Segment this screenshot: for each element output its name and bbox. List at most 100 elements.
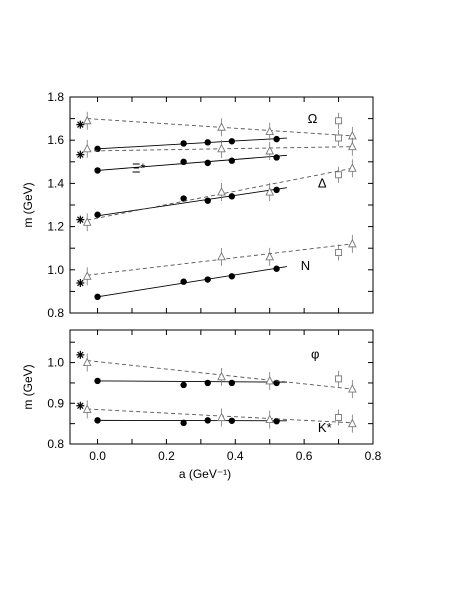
data-point-square <box>335 117 343 125</box>
data-point-filled <box>204 159 211 167</box>
data-point-square <box>335 375 343 383</box>
data-point-filled <box>204 276 211 283</box>
data-point-triangle <box>265 126 275 136</box>
fit-line <box>97 380 287 383</box>
plot-frame <box>69 329 374 445</box>
data-point-square <box>335 134 343 142</box>
x-tick-label: 0.0 <box>89 449 106 463</box>
asterisk-stroke <box>77 151 84 158</box>
data-point-triangle <box>348 384 357 393</box>
data-point-triangle <box>348 141 357 151</box>
series-label: φ <box>311 347 319 362</box>
y-tick-label: 1.6 <box>47 133 64 147</box>
data-point-triangle <box>265 251 275 261</box>
data-point-triangle <box>82 217 92 226</box>
data-point-filled <box>180 381 187 389</box>
y-axis-title: m (GeV) <box>21 364 35 409</box>
experimental-point <box>76 401 85 410</box>
series-label: Ξ* <box>132 161 146 176</box>
data-point-triangle <box>217 412 226 421</box>
experimental-point <box>76 278 85 287</box>
fit-line <box>87 408 353 424</box>
fit-line <box>87 146 353 152</box>
fit-line <box>97 266 287 298</box>
upper-panel: 0.8 1.0 1.2 1.4 1.6 1.8 m (GeV) Ω Ξ* Δ N <box>21 90 374 320</box>
y-tick-label: 1.0 <box>47 263 64 277</box>
data-point-square <box>335 249 343 256</box>
data-point-triangle <box>82 143 92 153</box>
experimental-point <box>76 120 85 129</box>
series-label: Δ <box>318 176 327 191</box>
data-point-triangle <box>265 187 275 196</box>
data-point-filled <box>94 211 101 218</box>
y-tick-label: 0.8 <box>47 306 64 320</box>
x-axis-title: a (GeV⁻¹) <box>179 467 231 481</box>
data-point-triangle <box>82 404 92 413</box>
data-point-square <box>335 171 343 179</box>
data-point-triangle <box>82 115 92 125</box>
asterisk-stroke <box>77 351 84 359</box>
data-point-filled <box>228 273 236 280</box>
data-point-filled <box>204 139 211 146</box>
asterisk-stroke <box>77 279 84 287</box>
y-tick-label: 1.0 <box>47 356 64 370</box>
experimental-point <box>76 215 85 224</box>
data-point-filled <box>273 135 280 143</box>
asterisk-stroke <box>77 402 84 409</box>
y-tick-label: 0.9 <box>47 396 64 410</box>
data-point-filled <box>273 154 280 161</box>
x-tick-label: 0.4 <box>227 449 244 463</box>
data-point-filled <box>180 140 187 147</box>
series-label: K* <box>318 420 332 435</box>
fit-line <box>97 137 287 150</box>
data-point-filled <box>180 278 187 285</box>
data-point-filled <box>180 158 187 165</box>
data-point-triangle <box>348 418 357 428</box>
data-point-filled <box>180 419 187 427</box>
data-point-filled <box>94 167 101 174</box>
asterisk-stroke <box>77 216 84 223</box>
data-point-triangle <box>348 163 357 172</box>
fit-line <box>87 118 353 137</box>
data-point-filled <box>204 417 211 424</box>
data-point-filled <box>228 157 236 164</box>
data-point-square <box>335 414 343 421</box>
data-point-triangle <box>82 271 92 280</box>
y-tick-label: 1.8 <box>47 90 64 104</box>
y-tick-label: 1.4 <box>47 176 64 190</box>
y-tick-label: 0.8 <box>47 437 64 451</box>
data-point-triangle <box>217 187 226 196</box>
data-point-filled <box>228 193 236 200</box>
data-point-filled <box>180 195 187 202</box>
data-point-filled <box>273 418 280 425</box>
x-tick-label: 0.2 <box>158 449 175 463</box>
fit-line <box>97 154 287 171</box>
series-label: N <box>301 258 310 273</box>
y-tick-label: 1.2 <box>47 220 64 234</box>
data-point-triangle <box>217 251 226 261</box>
data-point-triangle <box>217 371 226 381</box>
data-point-filled <box>228 417 236 424</box>
x-tick-label: 0.8 <box>365 449 382 463</box>
data-point-triangle <box>217 122 226 131</box>
data-point-filled <box>273 186 280 194</box>
fit-line <box>87 360 353 390</box>
data-point-filled <box>94 293 101 300</box>
fit-line <box>97 187 287 217</box>
y-axis-title: m (GeV) <box>21 182 35 227</box>
data-point-triangle <box>217 143 226 153</box>
data-point-triangle <box>348 238 357 248</box>
lower-panel: 0.0 0.2 0.4 0.6 0.8 0.8 0.9 1.0 m (GeV) φ K* <box>21 329 382 463</box>
data-point-triangle <box>265 146 275 155</box>
asterisk-stroke <box>77 121 84 128</box>
data-point-filled <box>228 138 236 145</box>
data-point-filled <box>228 379 236 387</box>
data-point-filled <box>94 417 101 424</box>
data-point-filled <box>273 265 280 272</box>
data-point-triangle <box>265 375 275 385</box>
experimental-point <box>76 150 85 159</box>
data-point-filled <box>204 379 211 387</box>
data-point-triangle <box>82 357 92 367</box>
data-point-filled <box>94 377 101 385</box>
